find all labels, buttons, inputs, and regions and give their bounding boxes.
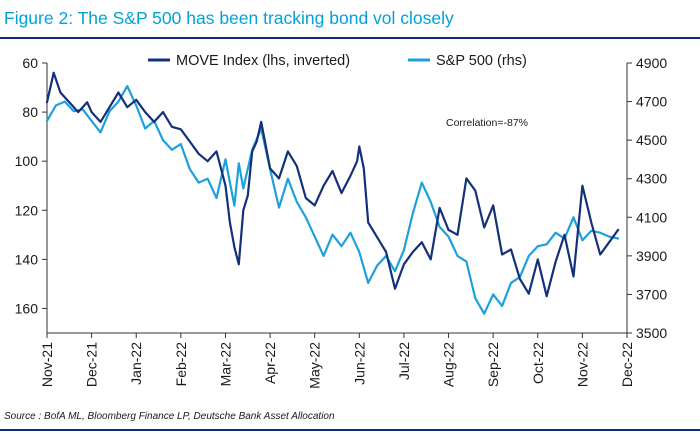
x-tick-label: Nov-21	[39, 342, 55, 387]
left-tick-label: 80	[22, 104, 38, 120]
x-tick-label: Oct-22	[530, 342, 546, 384]
right-tick-label: 4700	[636, 94, 667, 110]
x-tick-label: Jul-22	[396, 342, 412, 380]
x-axis: Nov-21 Dec-21 Jan-22 Feb-22 Mar-22 Apr-22 May-…	[39, 332, 635, 389]
x-tick-label: Jun-22	[351, 342, 367, 385]
x-tick-label: Mar-22	[217, 342, 233, 387]
x-tick-label: Dec-22	[619, 342, 635, 387]
legend: MOVE Index (lhs, inverted) S&P 500 (rhs)	[148, 53, 527, 69]
x-tick-label: Aug-22	[441, 342, 457, 387]
legend-sp500-label: S&P 500 (rhs)	[436, 53, 527, 69]
left-tick-label: 100	[15, 153, 39, 169]
right-tick-label: 4100	[636, 209, 667, 225]
x-tick-label: Jan-22	[128, 342, 144, 385]
title-rule	[0, 37, 700, 39]
right-tick-label: 3900	[636, 248, 667, 264]
x-tick-label: Apr-22	[262, 342, 278, 384]
right-tick-label: 4500	[636, 132, 667, 148]
x-tick-label: Nov-22	[574, 342, 590, 387]
left-tick-label: 60	[22, 55, 38, 71]
left-axis: 60 80 100 120 140 160	[15, 55, 48, 333]
left-tick-label: 120	[15, 202, 39, 218]
source-note: Source : BofA ML, Bloomberg Finance LP, …	[4, 411, 335, 422]
right-axis: 3500 3700 3900 4100 4300 4500 4700 4900	[626, 55, 667, 341]
figure-title: Figure 2: The S&P 500 has been tracking …	[4, 8, 454, 28]
correlation-annotation: Correlation=-87%	[446, 117, 528, 129]
right-tick-label: 4300	[636, 171, 667, 187]
legend-move-label: MOVE Index (lhs, inverted)	[176, 53, 350, 69]
x-tick-label: Sep-22	[485, 342, 501, 387]
right-tick-label: 3700	[636, 286, 667, 302]
left-tick-label: 160	[15, 300, 39, 316]
x-tick-label: Dec-21	[84, 342, 100, 387]
left-tick-label: 140	[15, 251, 39, 267]
right-tick-label: 3500	[636, 325, 667, 341]
right-tick-label: 4900	[636, 55, 667, 71]
move-index-line	[45, 71, 620, 298]
series-layer	[45, 71, 620, 315]
chart: 60 80 100 120 140 160 3500 3700 3900 4100 4300 450…	[15, 53, 668, 389]
x-tick-label: Feb-22	[173, 342, 189, 387]
x-tick-label: May-22	[307, 342, 323, 389]
bottom-rule	[0, 429, 700, 431]
sp500-line	[45, 84, 620, 315]
